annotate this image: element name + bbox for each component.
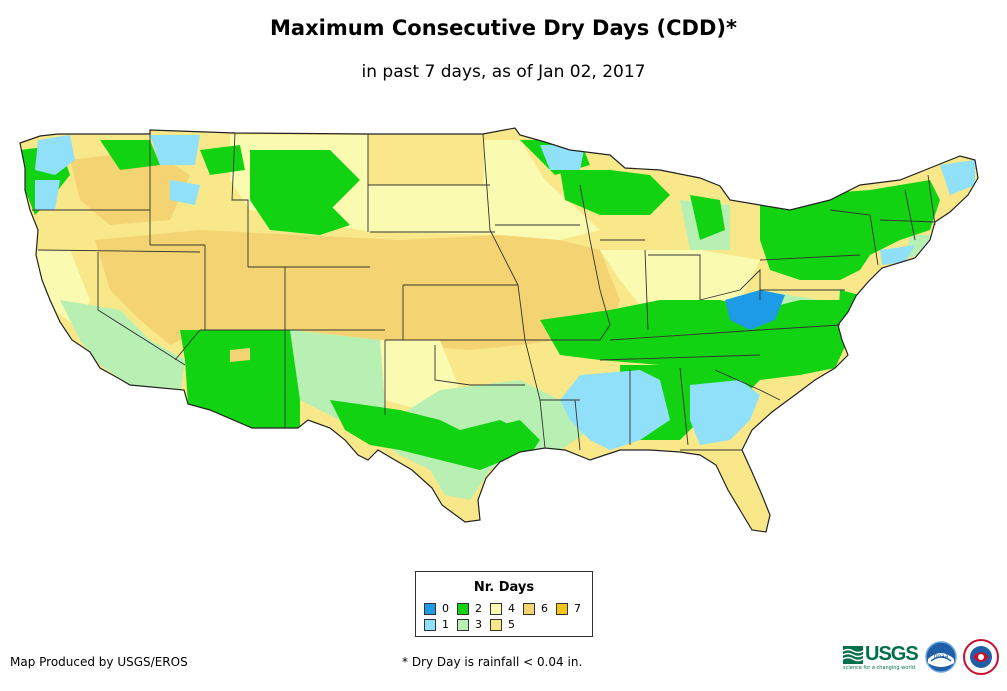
legend-item-3: 3 [457,618,482,631]
nws-logo-icon [963,639,999,675]
legend-label-5: 5 [508,618,515,631]
legend-label-2: 2 [475,602,482,615]
legend-swatch-5 [490,618,502,631]
legend-item-0: 0 [424,602,449,615]
legend-label-4: 4 [508,602,515,615]
legend-item-4: 4 [490,602,515,615]
legend-swatch-7 [556,602,568,615]
legend-title: Nr. Days [473,580,535,595]
usgs-logo: USGS science for a changing world [843,643,919,671]
legend-label-6: 6 [541,602,548,615]
legend-label-7: 7 [574,602,581,615]
credit-text: Map Produced by USGS/EROS [10,655,188,669]
usgs-wordmark: USGS [865,643,919,665]
map-subtitle: in past 7 days, as of Jan 02, 2017 [361,62,646,82]
noaa-logo-icon: noaa [925,641,957,673]
legend-swatch-2 [457,602,469,615]
legend-swatch-4 [490,602,502,615]
map-title: Maximum Consecutive Dry Days (CDD)* [270,16,737,40]
legend-item-7: 7 [556,602,581,615]
legend-item-2: 2 [457,602,482,615]
legend-swatch-3 [457,618,469,631]
legend-swatch-1 [424,618,436,631]
footnote: * Dry Day is rainfall < 0.04 in. [402,655,583,669]
legend-item-1: 1 [424,618,449,631]
legend-label-1: 1 [442,618,449,631]
legend-item-6: 6 [523,602,548,615]
legend: Nr. Days 0 2 4 6 7 1 3 5 [415,571,593,637]
legend-item-5: 5 [490,618,515,631]
usgs-tagline: science for a changing world [843,665,915,671]
usgs-waves-icon [843,646,863,664]
noaa-text: noaa [934,653,949,660]
legend-label-0: 0 [442,602,449,615]
legend-label-3: 3 [475,618,482,631]
legend-swatch-0 [424,602,436,615]
legend-swatch-6 [523,602,535,615]
